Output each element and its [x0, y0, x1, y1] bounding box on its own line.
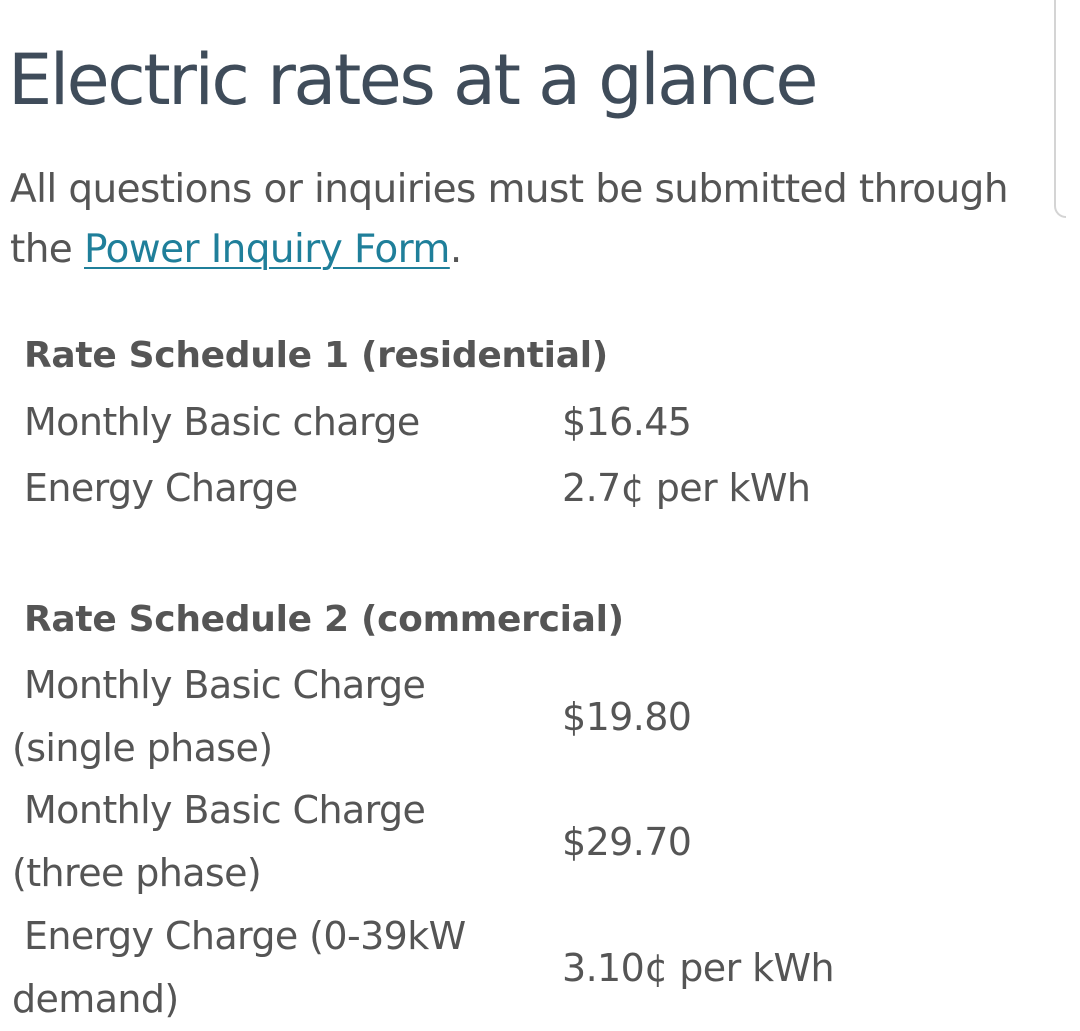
page-title: Electric rates at a glance: [8, 39, 818, 121]
schedule-title-residential: Rate Schedule 1 (residential): [24, 335, 608, 376]
schedule-title-commercial: Rate Schedule 2 (commercial): [24, 599, 624, 640]
rate-label: Monthly Basic charge: [24, 400, 420, 444]
rate-label: Energy Charge (0-39kW demand): [12, 914, 466, 1021]
intro-period: .: [449, 227, 462, 272]
rate-value: $29.70: [562, 820, 692, 864]
power-inquiry-form-link[interactable]: Power Inquiry Form: [84, 227, 450, 272]
intro-paragraph: All questions or inquiries must be submi…: [10, 160, 1060, 280]
rate-label: Monthly Basic Charge (three phase): [12, 788, 426, 895]
rate-value: 3.10¢ per kWh: [562, 946, 835, 990]
rate-label: Monthly Basic Charge (single phase): [12, 663, 426, 770]
rate-value: $19.80: [562, 695, 692, 739]
intro-text: All questions or inquiries must be submi…: [10, 167, 1009, 272]
rate-value: $16.45: [562, 400, 692, 444]
rate-label: Energy Charge: [24, 466, 298, 510]
rate-value: 2.7¢ per kWh: [562, 466, 811, 510]
